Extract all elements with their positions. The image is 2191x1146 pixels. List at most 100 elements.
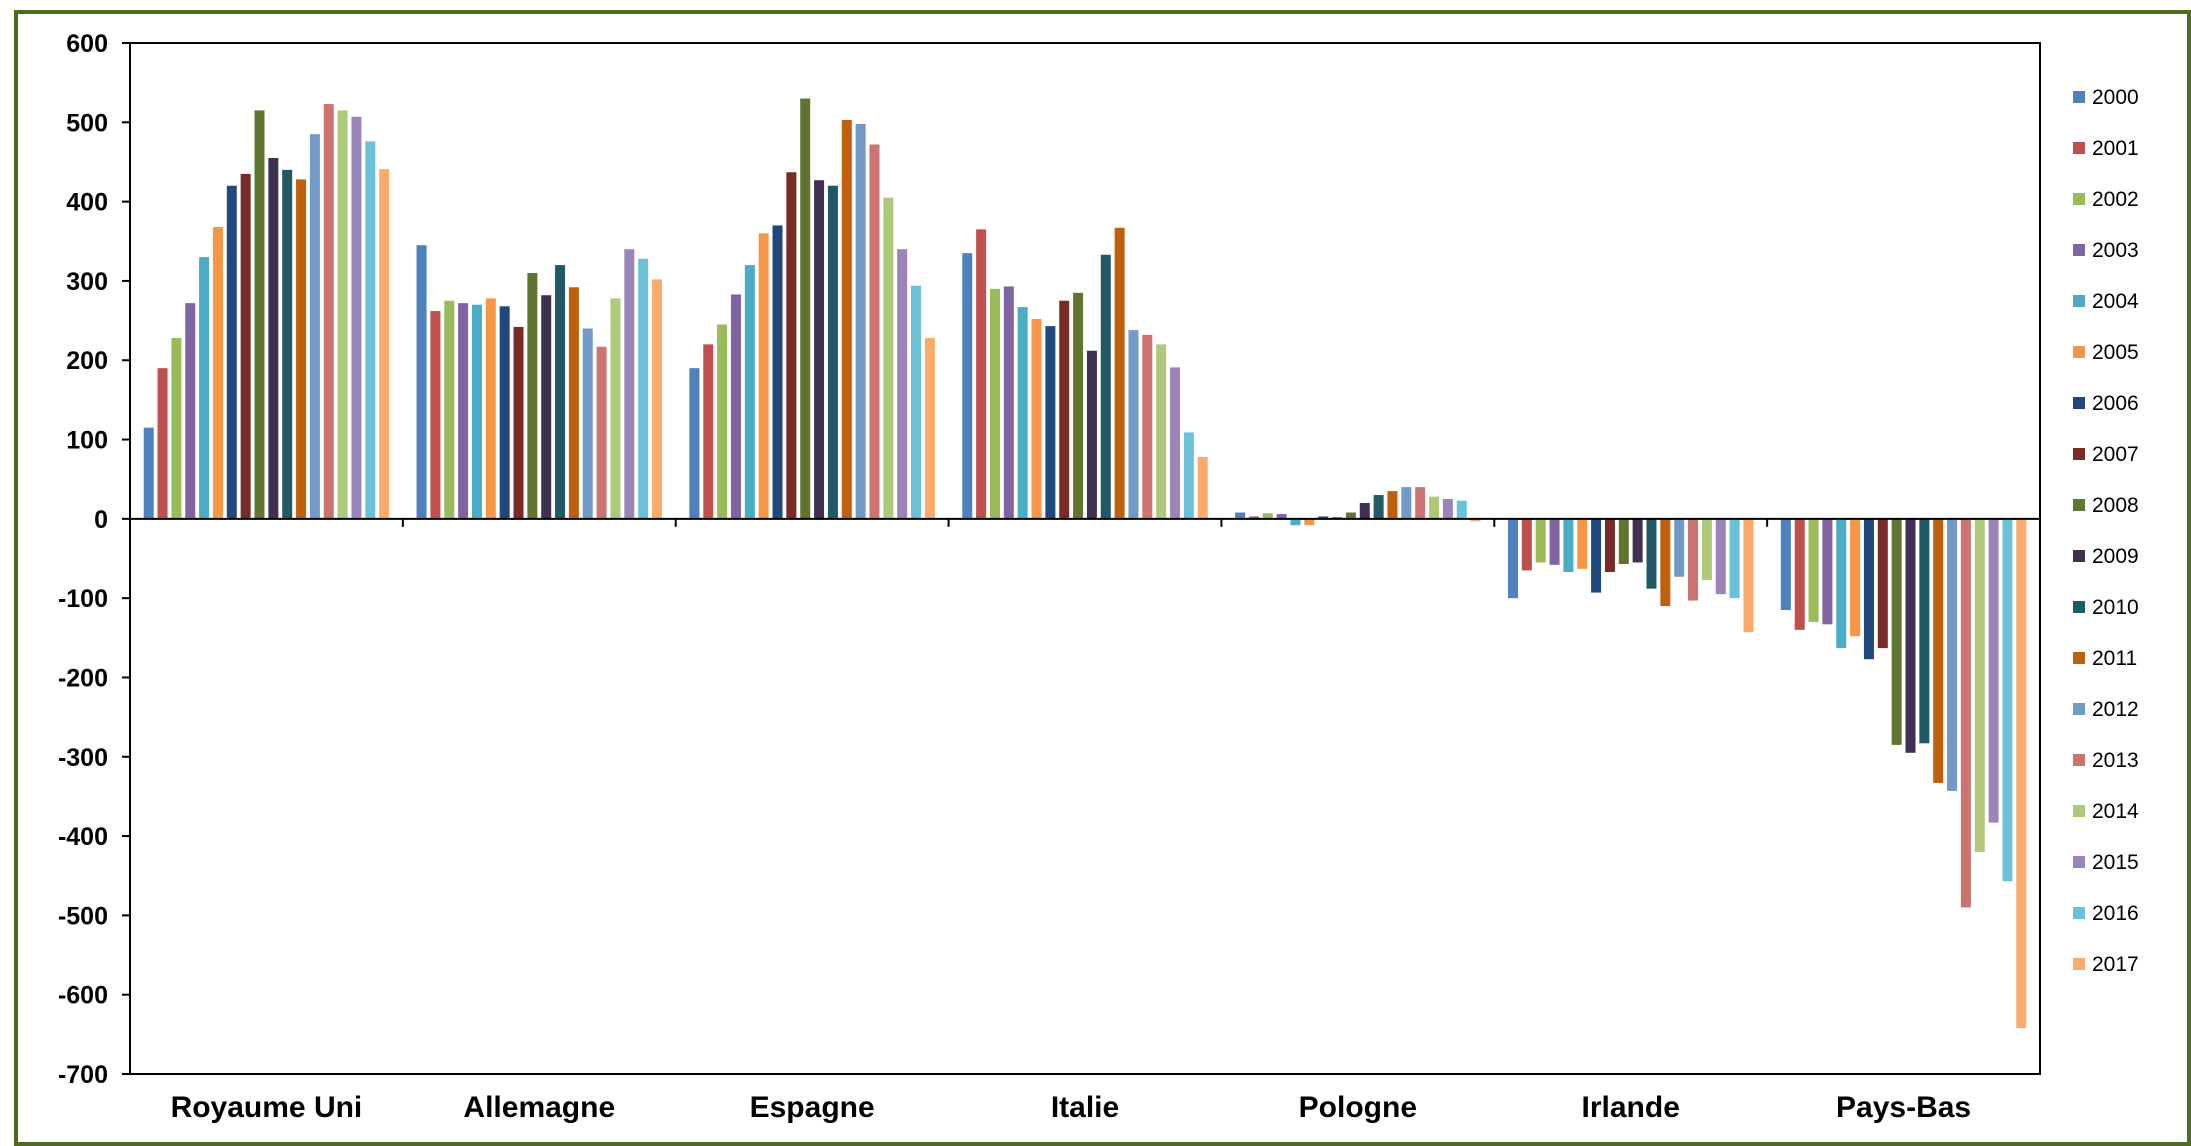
legend-swatch bbox=[2073, 856, 2085, 868]
bar bbox=[1836, 518, 1847, 649]
bar bbox=[652, 279, 663, 519]
legend-label: 2000 bbox=[2092, 86, 2139, 109]
legend-swatch bbox=[2073, 244, 2085, 256]
bar bbox=[1429, 496, 1440, 519]
bar bbox=[212, 226, 223, 519]
y-tick-label: 400 bbox=[66, 189, 108, 217]
bar bbox=[1017, 307, 1028, 519]
y-tick-label: -100 bbox=[58, 585, 108, 613]
axes: 600 500 400 300 200 100 0 -100 -200 -300 -400 -500 -… bbox=[58, 30, 2040, 1124]
legend-swatch bbox=[2073, 805, 2085, 817]
bar bbox=[962, 253, 973, 519]
x-category-label: Pologne bbox=[1299, 1091, 1417, 1124]
bar bbox=[513, 326, 524, 519]
bar bbox=[1743, 518, 1754, 633]
y-tick-label: 600 bbox=[66, 30, 108, 58]
bar bbox=[416, 245, 427, 519]
bar bbox=[1031, 318, 1042, 519]
bar bbox=[1960, 518, 1971, 908]
bar bbox=[758, 233, 769, 519]
bar bbox=[1156, 344, 1167, 519]
y-tick-label: -600 bbox=[58, 982, 108, 1010]
bar bbox=[1373, 495, 1384, 519]
y-tick-label: -700 bbox=[58, 1061, 108, 1089]
bar bbox=[689, 368, 700, 519]
y-tick-label: 0 bbox=[94, 506, 108, 534]
bar bbox=[717, 324, 728, 519]
bar bbox=[911, 285, 922, 519]
bar bbox=[1401, 487, 1412, 519]
bar bbox=[1290, 518, 1301, 526]
legend-swatch bbox=[2073, 295, 2085, 307]
bar bbox=[1183, 432, 1194, 519]
legend-swatch bbox=[2073, 397, 2085, 409]
legend-label: 2002 bbox=[2092, 188, 2139, 211]
bar bbox=[1003, 286, 1014, 519]
bar bbox=[1988, 518, 1999, 823]
bar bbox=[1235, 512, 1246, 519]
bar bbox=[1470, 518, 1481, 522]
bar bbox=[703, 344, 714, 519]
bar bbox=[541, 295, 552, 519]
bar bbox=[869, 144, 880, 519]
bar bbox=[1674, 518, 1685, 577]
bar bbox=[1359, 502, 1370, 519]
bar bbox=[365, 141, 376, 519]
bar bbox=[240, 173, 251, 519]
bar bbox=[296, 179, 307, 519]
legend-swatch bbox=[2073, 907, 2085, 919]
bar bbox=[1646, 518, 1657, 589]
bar bbox=[1604, 518, 1615, 572]
bar bbox=[568, 287, 579, 519]
bar bbox=[1660, 518, 1671, 607]
legend-label: 2013 bbox=[2092, 749, 2139, 772]
bar bbox=[1387, 491, 1398, 519]
outer-frame-border bbox=[14, 10, 2191, 1146]
bar bbox=[1128, 330, 1139, 519]
legend-swatch bbox=[2073, 601, 2085, 613]
legend-label: 2007 bbox=[2092, 443, 2139, 466]
bar bbox=[1059, 300, 1070, 519]
legend-label: 2005 bbox=[2092, 341, 2139, 364]
bar bbox=[800, 98, 811, 519]
legend-label: 2012 bbox=[2092, 698, 2139, 721]
bar bbox=[1822, 518, 1833, 625]
bar bbox=[1304, 518, 1315, 526]
bar bbox=[624, 249, 635, 519]
x-category-label: Espagne bbox=[750, 1091, 875, 1124]
x-category-label: Italie bbox=[1051, 1091, 1119, 1124]
legend-label: 2006 bbox=[2092, 392, 2139, 415]
legend-label: 2017 bbox=[2092, 953, 2139, 976]
legend-swatch bbox=[2073, 499, 2085, 511]
bar bbox=[1688, 518, 1699, 601]
bar bbox=[185, 303, 196, 519]
bar bbox=[282, 169, 293, 519]
bar bbox=[827, 185, 838, 519]
x-category-label: Irlande bbox=[1582, 1091, 1680, 1124]
bar bbox=[1507, 518, 1518, 599]
y-tick-label: -300 bbox=[58, 744, 108, 772]
bar bbox=[351, 116, 362, 519]
legend-swatch bbox=[2073, 91, 2085, 103]
bar bbox=[309, 134, 320, 519]
bar bbox=[1947, 518, 1958, 791]
bar bbox=[1318, 516, 1329, 519]
bar bbox=[1974, 518, 1985, 852]
bar bbox=[1456, 500, 1467, 519]
x-category-label: Royaume Uni bbox=[171, 1091, 363, 1124]
legend-swatch bbox=[2073, 142, 2085, 154]
bar bbox=[1276, 514, 1287, 519]
x-category-label: Pays-Bas bbox=[1836, 1091, 1971, 1124]
bar bbox=[1142, 334, 1153, 519]
bar bbox=[610, 298, 621, 519]
bar bbox=[2016, 518, 2027, 1029]
x-category-label: Allemagne bbox=[463, 1091, 615, 1124]
bar bbox=[1262, 513, 1273, 519]
bar bbox=[555, 265, 566, 519]
bar bbox=[337, 110, 348, 519]
bar bbox=[444, 300, 455, 519]
bar bbox=[897, 249, 908, 519]
bar bbox=[1618, 518, 1629, 565]
bar bbox=[1114, 227, 1125, 519]
